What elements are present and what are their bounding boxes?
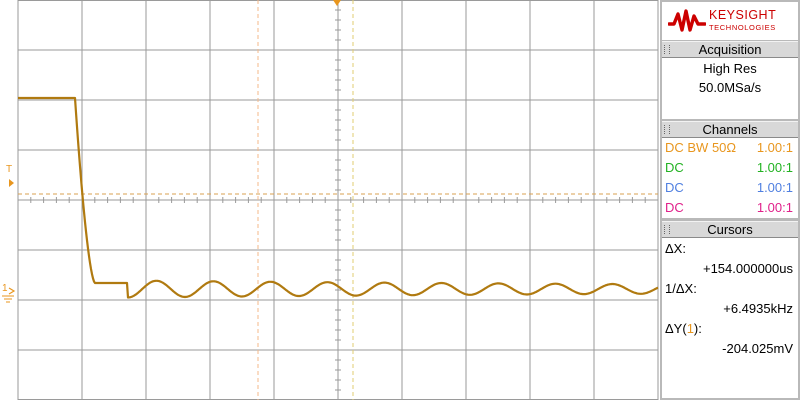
delta-x-value: +154.000000us	[702, 261, 793, 276]
channel-1-coupling: DC BW 50Ω	[665, 140, 737, 155]
trigger-position-icon	[333, 0, 341, 6]
acquisition-panel[interactable]: High Res 50.0MSa/s	[662, 58, 798, 119]
markers: T1	[2, 0, 341, 303]
channel-2-probe: 1.00:1	[756, 160, 793, 175]
trigger-level-label: T	[6, 164, 12, 175]
grip-icon	[664, 45, 670, 54]
cursors-header[interactable]: Cursors	[662, 221, 798, 238]
acquisition-title: Acquisition	[698, 42, 762, 57]
brand-name: KEYSIGHT	[709, 8, 777, 22]
cursor-lines	[18, 0, 658, 400]
grip-icon	[664, 125, 670, 134]
acquisition-mode: High Res	[703, 61, 757, 76]
side-panel: KEYSIGHT TECHNOLOGIES Acquisition High R…	[660, 0, 800, 400]
channel-1-row[interactable]: DC BW 50Ω 1.00:1	[662, 138, 798, 158]
channel-4-row[interactable]: DC 1.00:1	[662, 198, 798, 218]
channel-1-probe: 1.00:1	[756, 140, 793, 155]
acquisition-header[interactable]: Acquisition	[662, 41, 798, 58]
delta-y-channel: 1	[686, 321, 694, 336]
channel-3-row[interactable]: DC 1.00:1	[662, 178, 798, 198]
delta-y-value: -204.025mV	[722, 341, 793, 356]
ground-icon	[2, 295, 14, 303]
channels-title: Channels	[702, 122, 758, 137]
channel1-trace	[17, 96, 659, 299]
brand-subtitle: TECHNOLOGIES	[709, 23, 776, 32]
channels-panel[interactable]: DC BW 50Ω 1.00:1 DC 1.00:1 DC 1.00:1 DC …	[662, 138, 798, 218]
channel-4-coupling: DC	[665, 200, 684, 215]
trigger-level-arrow-icon	[9, 179, 14, 187]
channel1-marker-label: 1	[2, 283, 8, 294]
keysight-logo: KEYSIGHT TECHNOLOGIES	[662, 2, 798, 40]
delta-y-prefix: ΔY(	[665, 321, 687, 336]
inv-delta-x-label: 1/ΔX:	[665, 281, 697, 296]
cursors-panel[interactable]: ΔX: +154.000000us 1/ΔX: +6.4935kHz ΔY(1)…	[662, 238, 798, 398]
channel-2-row[interactable]: DC 1.00:1	[662, 158, 798, 178]
grip-icon	[664, 225, 670, 234]
delta-x-label: ΔX:	[665, 241, 686, 256]
sample-rate: 50.0MSa/s	[698, 80, 762, 95]
delta-y-suffix: ):	[693, 321, 702, 336]
inv-delta-x-value: +6.4935kHz	[723, 301, 793, 316]
graticule-grid	[17, 0, 659, 400]
cursors-title: Cursors	[707, 222, 753, 237]
channel1-marker-arrow-icon	[8, 287, 16, 295]
channels-header[interactable]: Channels	[662, 121, 798, 138]
waveform-graticule[interactable]: T1	[0, 0, 660, 400]
channel-3-probe: 1.00:1	[756, 180, 793, 195]
channel-4-probe: 1.00:1	[756, 200, 793, 215]
channel-2-coupling: DC	[665, 160, 684, 175]
keysight-wave-icon	[668, 9, 706, 32]
delta-y-label: ΔY(1):	[665, 321, 702, 337]
channel-3-coupling: DC	[665, 180, 684, 195]
